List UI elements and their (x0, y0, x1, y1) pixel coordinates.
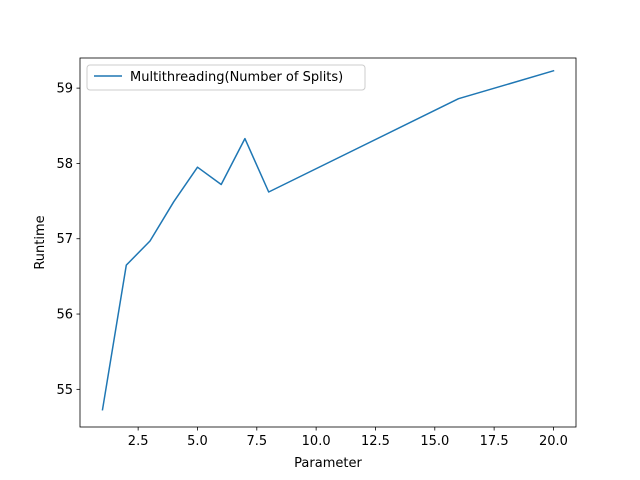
y-tick-label: 59 (56, 82, 73, 97)
x-axis-label: Parameter (294, 456, 362, 471)
x-tick-label: 7.5 (246, 434, 267, 449)
y-tick-label: 58 (56, 157, 73, 172)
y-tick-label: 56 (56, 308, 73, 323)
x-tick-label: 10.0 (302, 434, 331, 449)
series-line (101, 69, 555, 411)
x-tick-label: 15.0 (420, 434, 449, 449)
legend-entry-label: Multithreading(Number of Splits) (130, 70, 343, 85)
x-tick-label: 12.5 (361, 434, 390, 449)
legend-box (86, 64, 366, 91)
y-axis-label: Runtime (33, 215, 48, 269)
x-tick-label: 20.0 (539, 434, 568, 449)
x-tick-label: 2.5 (128, 434, 149, 449)
y-tick-label: 55 (56, 383, 73, 398)
plot-area-frame (79, 57, 577, 428)
y-tick-label: 57 (56, 232, 73, 247)
x-axis-ticks: 2.5 5.0 7.5 10.0 12.5 15.0 17.5 20.0 (128, 427, 568, 449)
x-tick-label: 17.5 (480, 434, 509, 449)
legend: Multithreading(Number of Splits) (86, 64, 366, 91)
y-axis-ticks: 55 56 57 58 59 (56, 82, 80, 398)
x-tick-label: 5.0 (187, 434, 208, 449)
